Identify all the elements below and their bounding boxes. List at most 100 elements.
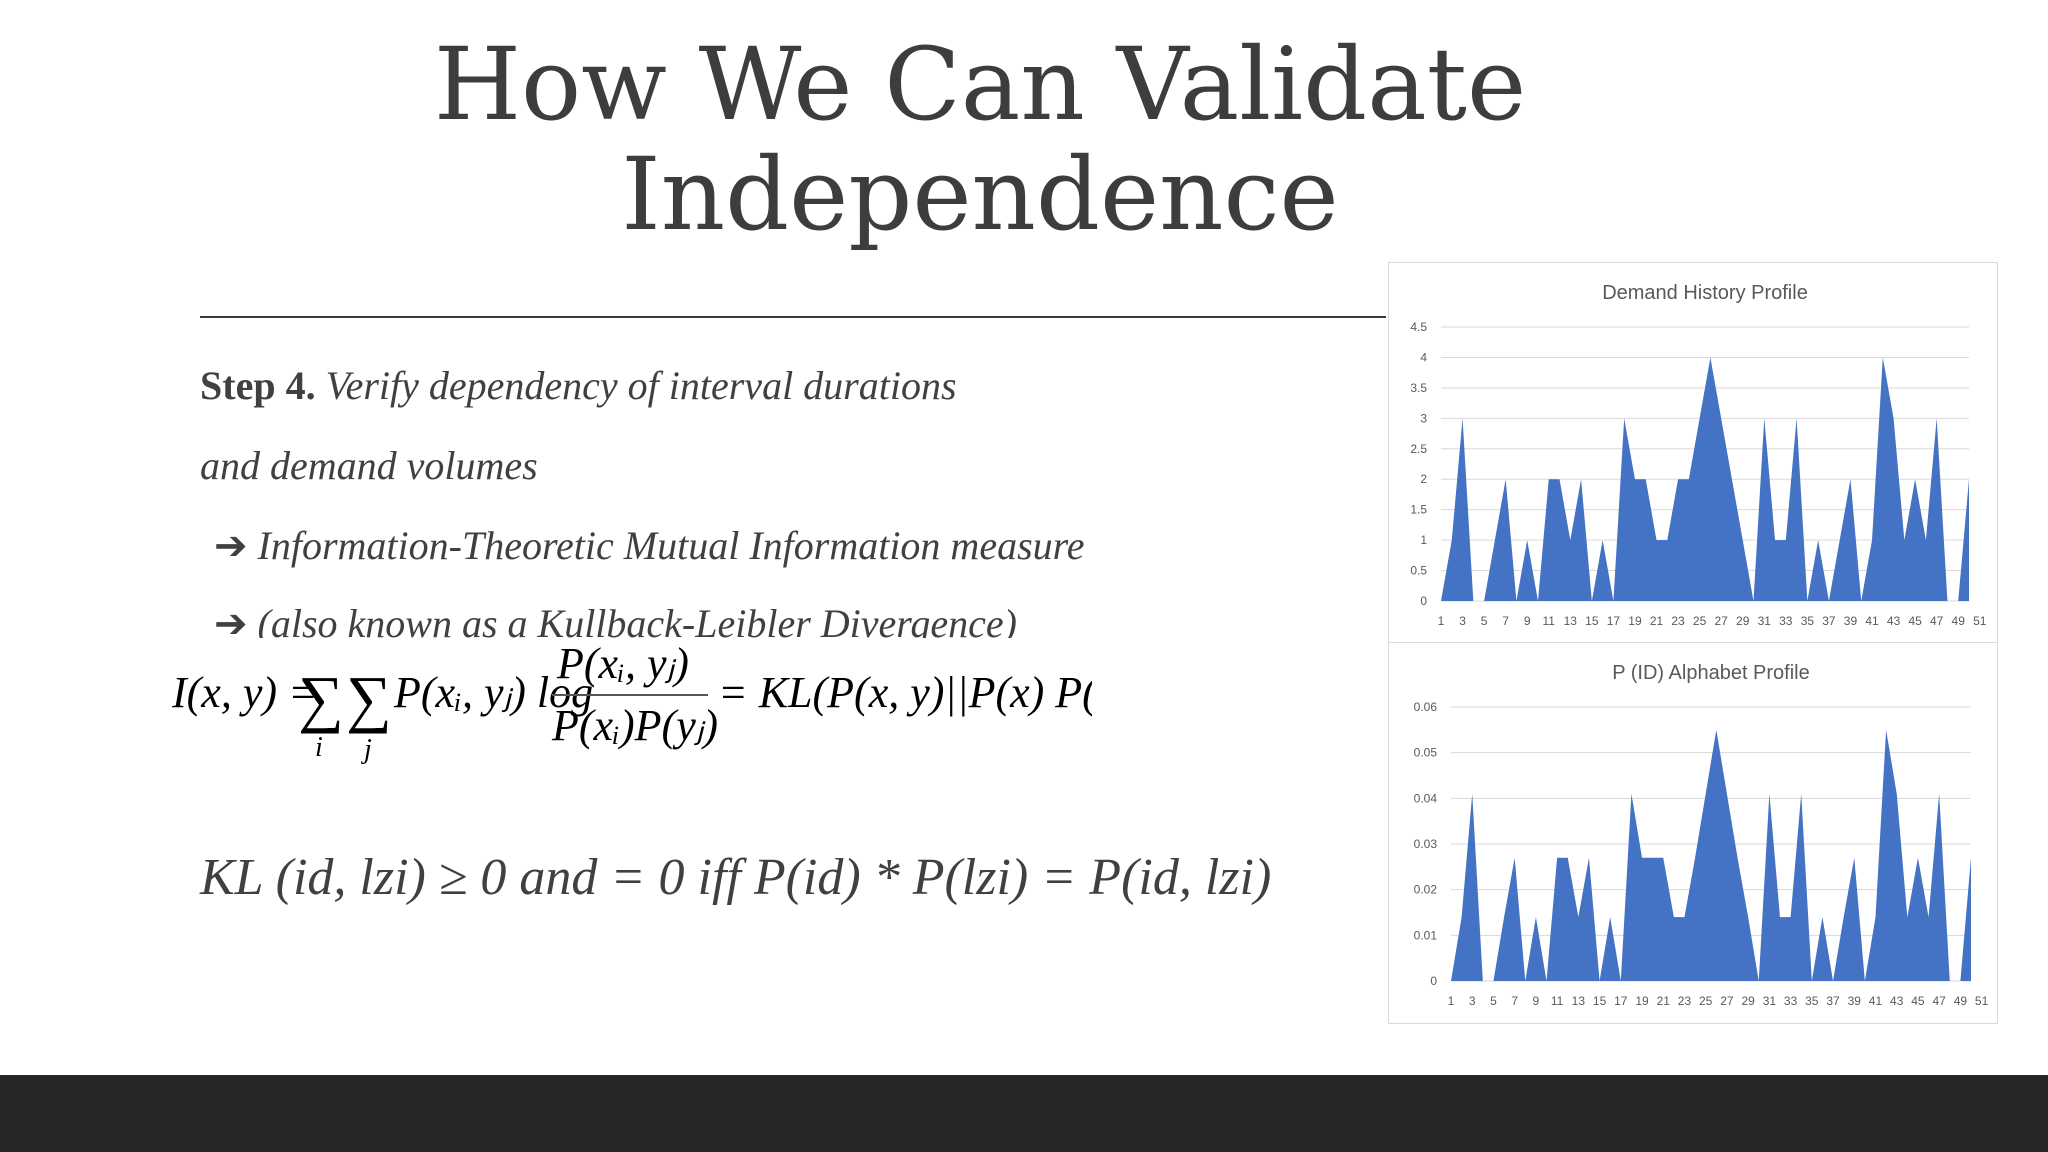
step-text-2: and demand volumes [200, 443, 538, 488]
alphabet-x-tick-label: 49 [1954, 994, 1968, 1008]
slide-title: How We Can Validate Independence [0, 30, 1960, 250]
alphabet-series-area [1451, 729, 1971, 981]
step-line-1: Step 4. Verify dependency of interval du… [200, 362, 957, 409]
demand-y-tick-label: 2 [1420, 472, 1427, 486]
demand-y-tick-label: 1.5 [1410, 503, 1427, 517]
alphabet-x-tick-label: 45 [1911, 994, 1925, 1008]
formula-rhs: = KL(P(x, y)||P(x) P(y)) [718, 668, 1092, 717]
step-label: Step 4. [200, 363, 316, 408]
demand-x-tick-label: 33 [1779, 614, 1793, 628]
alphabet-x-tick-label: 15 [1593, 994, 1607, 1008]
demand-y-tick-label: 0 [1420, 594, 1427, 608]
demand-x-tick-label: 17 [1607, 614, 1621, 628]
demand-y-tick-label: 2.5 [1410, 442, 1427, 456]
bullet-kl-clip: ➔ (also known as a Kullback-Leibler Diver… [200, 600, 1200, 638]
demand-x-tick-label: 35 [1801, 614, 1815, 628]
alphabet-x-tick-label: 19 [1635, 994, 1649, 1008]
alphabet-x-tick-label: 31 [1763, 994, 1777, 1008]
alphabet-x-tick-label: 43 [1890, 994, 1904, 1008]
demand-x-tick-label: 9 [1524, 614, 1531, 628]
alphabet-x-tick-label: 47 [1932, 994, 1946, 1008]
demand-series-area [1441, 357, 1969, 601]
demand-x-tick-label: 13 [1564, 614, 1578, 628]
arrow-right-icon: ➔ [214, 523, 248, 568]
demand-x-tick-label: 23 [1671, 614, 1685, 628]
alphabet-x-tick-label: 9 [1533, 994, 1540, 1008]
formula-numerator: P(xᵢ, yⱼ) [556, 640, 689, 688]
demand-x-tick-label: 5 [1481, 614, 1488, 628]
demand-x-tick-label: 15 [1585, 614, 1599, 628]
alphabet-x-tick-label: 13 [1572, 994, 1586, 1008]
formula-sum-i: ∑ [298, 663, 344, 734]
demand-x-tick-label: 19 [1628, 614, 1642, 628]
alphabet-x-tick-label: 39 [1848, 994, 1862, 1008]
demand-x-tick-label: 3 [1459, 614, 1466, 628]
arrow-right-icon: ➔ [214, 601, 248, 638]
demand-x-tick-label: 1 [1438, 614, 1445, 628]
demand-x-tick-label: 43 [1887, 614, 1901, 628]
alphabet-x-tick-label: 5 [1490, 994, 1497, 1008]
demand-x-tick-label: 39 [1844, 614, 1858, 628]
demand-x-tick-label: 37 [1822, 614, 1836, 628]
alphabet-x-tick-label: 35 [1805, 994, 1819, 1008]
step-line-2: and demand volumes [200, 442, 538, 489]
demand-x-tick-label: 47 [1930, 614, 1944, 628]
demand-y-tick-label: 3 [1420, 411, 1427, 425]
footer-bar [0, 1075, 2048, 1152]
bullet-mutual-information: ➔ Information-Theoretic Mutual Informatio… [214, 522, 1084, 569]
demand-chart-title: Demand History Profile [1602, 282, 1808, 304]
title-divider [200, 316, 1386, 318]
demand-x-tick-label: 29 [1736, 614, 1750, 628]
alphabet-chart-title: P (ID) Alphabet Profile [1612, 662, 1810, 684]
demand-x-tick-label: 11 [1543, 614, 1556, 628]
alphabet-x-tick-label: 23 [1678, 994, 1692, 1008]
alphabet-profile-chart: P (ID) Alphabet Profile 0 0.01 0.02 0.03 0.04… [1388, 642, 1998, 1024]
demand-x-tick-label: 45 [1908, 614, 1922, 628]
alphabet-y-tick-label: 0.03 [1414, 837, 1438, 851]
bullet-kl-divergence: ➔ (also known as a Kullback-Leibler Diver… [200, 600, 1200, 638]
alphabet-y-tick-label: 0.06 [1414, 700, 1438, 714]
formula-index-i: i [315, 732, 323, 763]
alphabet-x-tick-label: 37 [1826, 994, 1840, 1008]
demand-history-svg: Demand History Profile 0 0.5 1 1.5 2 2.5 3 3.5 4 4… [1410, 282, 1986, 628]
alphabet-x-tick-label: 11 [1551, 994, 1564, 1008]
demand-history-chart: Demand History Profile 0 0.5 1 1.5 2 2.5 3 3.5 4 4… [1388, 262, 1998, 644]
alphabet-x-tick-label: 27 [1720, 994, 1734, 1008]
alphabet-x-tick-label: 25 [1699, 994, 1713, 1008]
alphabet-y-tick-label: 0.05 [1414, 746, 1438, 760]
demand-y-tick-label: 4 [1420, 350, 1427, 364]
demand-x-tick-label: 21 [1650, 614, 1664, 628]
alphabet-x-tick-label: 41 [1869, 994, 1883, 1008]
alphabet-x-tick-label: 1 [1448, 994, 1455, 1008]
kl-statement: KL (id, lzi) ≥ 0 and = 0 iff P(id) * P(l… [200, 849, 1272, 906]
demand-y-tick-label: 3.5 [1410, 381, 1427, 395]
formula-denominator: P(xᵢ)P(yⱼ) [551, 701, 718, 750]
alphabet-x-tick-label: 17 [1614, 994, 1628, 1008]
alphabet-y-tick-label: 0.02 [1414, 883, 1438, 897]
mutual-information-formula: I(x, y) = ∑ ∑ i j P(xᵢ, yⱼ) log P(xᵢ, yⱼ… [172, 640, 1092, 765]
formula-lhs: I(x, y) = [172, 668, 318, 717]
alphabet-y-tick-label: 0.04 [1414, 791, 1438, 805]
alphabet-y-tick-label: 0 [1430, 974, 1437, 988]
bullet-2-text: (also known as a Kullback-Leibler Diverg… [257, 601, 1017, 638]
demand-x-tick-label: 25 [1693, 614, 1707, 628]
bullet-1-text: Information-Theoretic Mutual Information… [257, 523, 1085, 568]
formula-sum-j: ∑ [346, 663, 392, 734]
demand-x-tick-label: 49 [1952, 614, 1966, 628]
formula-term: P(xᵢ, yⱼ) log [393, 668, 593, 717]
step-text-1: Verify dependency of interval durations [325, 363, 957, 408]
title-line-1: How We Can Validate [433, 26, 1527, 143]
alphabet-x-tick-label: 51 [1975, 994, 1989, 1008]
formula-index-j: j [361, 734, 372, 765]
demand-x-tick-label: 31 [1758, 614, 1772, 628]
alphabet-x-tick-label: 21 [1657, 994, 1671, 1008]
demand-y-tick-label: 1 [1420, 533, 1427, 547]
demand-y-tick-label: 0.5 [1410, 564, 1427, 578]
alphabet-x-tick-label: 3 [1469, 994, 1476, 1008]
alphabet-x-tick-label: 7 [1511, 994, 1518, 1008]
alphabet-x-tick-label: 29 [1741, 994, 1755, 1008]
alphabet-profile-svg: P (ID) Alphabet Profile 0 0.01 0.02 0.03 0.04… [1414, 662, 1989, 1008]
demand-x-tick-label: 27 [1714, 614, 1728, 628]
demand-y-tick-label: 4.5 [1410, 320, 1427, 334]
title-line-2: Independence [621, 136, 1339, 253]
